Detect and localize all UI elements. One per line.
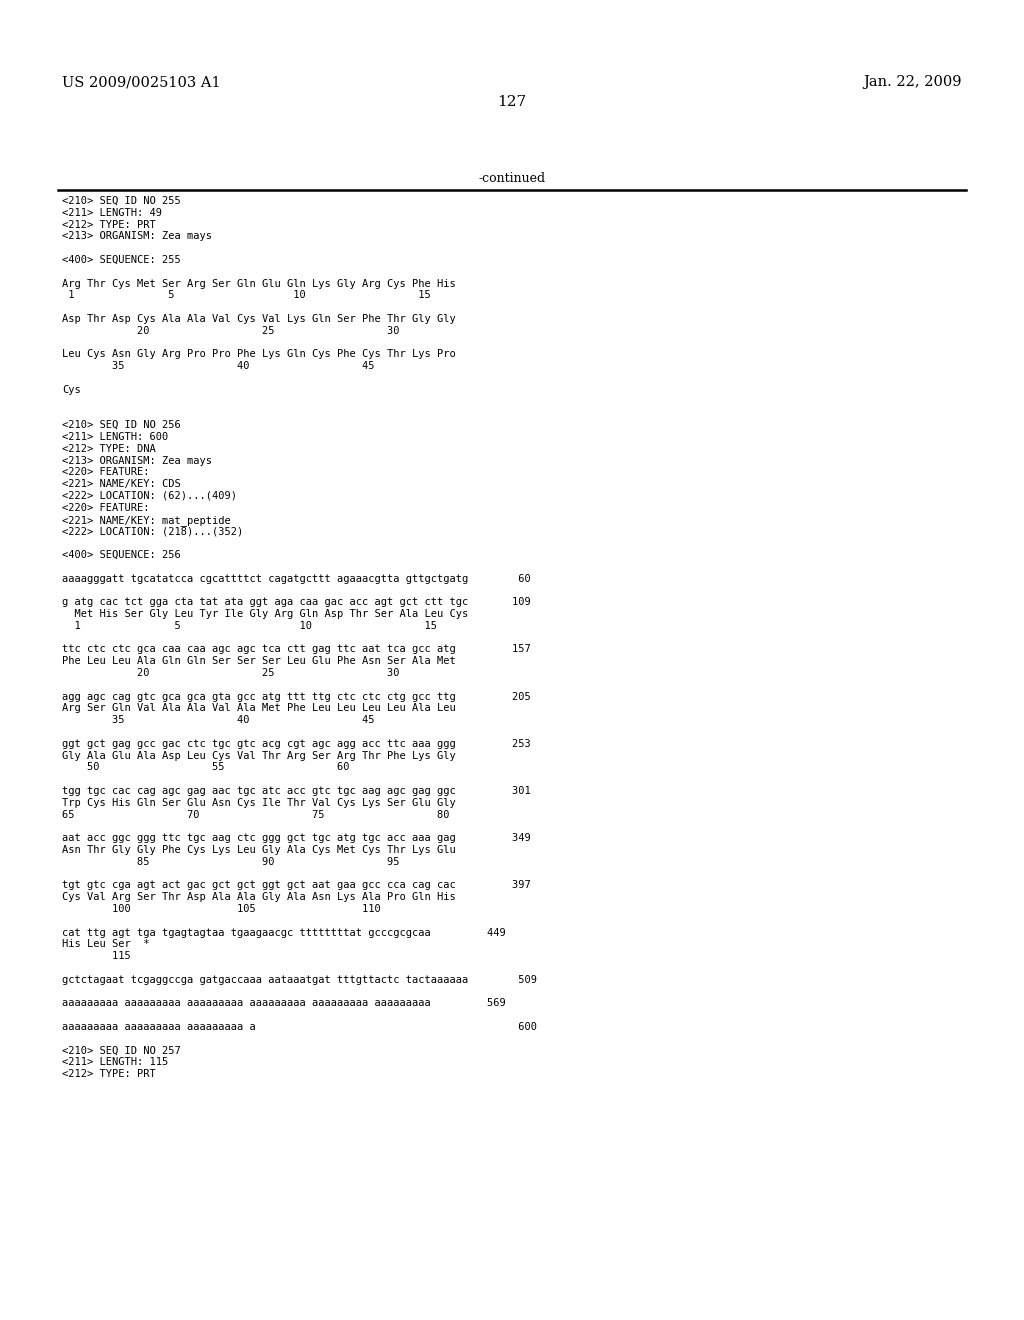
Text: 35                  40                  45: 35 40 45 [62, 715, 375, 725]
Text: 65                  70                  75                  80: 65 70 75 80 [62, 809, 450, 820]
Text: Trp Cys His Gln Ser Glu Asn Cys Ile Thr Val Cys Lys Ser Glu Gly: Trp Cys His Gln Ser Glu Asn Cys Ile Thr … [62, 797, 456, 808]
Text: Met His Ser Gly Leu Tyr Ile Gly Arg Gln Asp Thr Ser Ala Leu Cys: Met His Ser Gly Leu Tyr Ile Gly Arg Gln … [62, 609, 468, 619]
Text: ttc ctc ctc gca caa caa agc agc tca ctt gag ttc aat tca gcc atg         157: ttc ctc ctc gca caa caa agc agc tca ctt … [62, 644, 530, 655]
Text: -continued: -continued [478, 172, 546, 185]
Text: Jan. 22, 2009: Jan. 22, 2009 [863, 75, 962, 88]
Text: Arg Ser Gln Val Ala Ala Val Ala Met Phe Leu Leu Leu Leu Ala Leu: Arg Ser Gln Val Ala Ala Val Ala Met Phe … [62, 704, 456, 713]
Text: Asp Thr Asp Cys Ala Ala Val Cys Val Lys Gln Ser Phe Thr Gly Gly: Asp Thr Asp Cys Ala Ala Val Cys Val Lys … [62, 314, 456, 323]
Text: His Leu Ser  *: His Leu Ser * [62, 940, 150, 949]
Text: gctctagaat tcgaggccga gatgaccaaa aataaatgat tttgttactc tactaaaaaa        509: gctctagaat tcgaggccga gatgaccaaa aataaat… [62, 974, 537, 985]
Text: <212> TYPE: DNA: <212> TYPE: DNA [62, 444, 156, 454]
Text: <222> LOCATION: (62)...(409): <222> LOCATION: (62)...(409) [62, 491, 237, 502]
Text: 35                  40                  45: 35 40 45 [62, 362, 375, 371]
Text: agg agc cag gtc gca gca gta gcc atg ttt ttg ctc ctc ctg gcc ttg         205: agg agc cag gtc gca gca gta gcc atg ttt … [62, 692, 530, 702]
Text: aaaagggatt tgcatatcca cgcattttct cagatgcttt agaaacgtta gttgctgatg        60: aaaagggatt tgcatatcca cgcattttct cagatgc… [62, 574, 530, 583]
Text: Arg Thr Cys Met Ser Arg Ser Gln Glu Gln Lys Gly Arg Cys Phe His: Arg Thr Cys Met Ser Arg Ser Gln Glu Gln … [62, 279, 456, 289]
Text: ggt gct gag gcc gac ctc tgc gtc acg cgt agc agg acc ttc aaa ggg         253: ggt gct gag gcc gac ctc tgc gtc acg cgt … [62, 739, 530, 748]
Text: <220> FEATURE:: <220> FEATURE: [62, 467, 150, 478]
Text: <213> ORGANISM: Zea mays: <213> ORGANISM: Zea mays [62, 231, 212, 242]
Text: <210> SEQ ID NO 256: <210> SEQ ID NO 256 [62, 420, 181, 430]
Text: Cys: Cys [62, 385, 81, 395]
Text: <221> NAME/KEY: CDS: <221> NAME/KEY: CDS [62, 479, 181, 490]
Text: <400> SEQUENCE: 255: <400> SEQUENCE: 255 [62, 255, 181, 265]
Text: <220> FEATURE:: <220> FEATURE: [62, 503, 150, 512]
Text: aaaaaaaaa aaaaaaaaa aaaaaaaaa aaaaaaaaa aaaaaaaaa aaaaaaaaa         569: aaaaaaaaa aaaaaaaaa aaaaaaaaa aaaaaaaaa … [62, 998, 506, 1008]
Text: tgg tgc cac cag agc gag aac tgc atc acc gtc tgc aag agc gag ggc         301: tgg tgc cac cag agc gag aac tgc atc acc … [62, 785, 530, 796]
Text: Phe Leu Leu Ala Gln Gln Ser Ser Ser Leu Glu Phe Asn Ser Ala Met: Phe Leu Leu Ala Gln Gln Ser Ser Ser Leu … [62, 656, 456, 667]
Text: Leu Cys Asn Gly Arg Pro Pro Phe Lys Gln Cys Phe Cys Thr Lys Pro: Leu Cys Asn Gly Arg Pro Pro Phe Lys Gln … [62, 350, 456, 359]
Text: 20                  25                  30: 20 25 30 [62, 326, 399, 335]
Text: <221> NAME/KEY: mat_peptide: <221> NAME/KEY: mat_peptide [62, 515, 230, 525]
Text: <212> TYPE: PRT: <212> TYPE: PRT [62, 219, 156, 230]
Text: <210> SEQ ID NO 255: <210> SEQ ID NO 255 [62, 195, 181, 206]
Text: US 2009/0025103 A1: US 2009/0025103 A1 [62, 75, 220, 88]
Text: <213> ORGANISM: Zea mays: <213> ORGANISM: Zea mays [62, 455, 212, 466]
Text: 127: 127 [498, 95, 526, 110]
Text: <222> LOCATION: (218)...(352): <222> LOCATION: (218)...(352) [62, 527, 244, 536]
Text: <211> LENGTH: 49: <211> LENGTH: 49 [62, 207, 162, 218]
Text: g atg cac tct gga cta tat ata ggt aga caa gac acc agt gct ctt tgc       109: g atg cac tct gga cta tat ata ggt aga ca… [62, 597, 530, 607]
Text: 20                  25                  30: 20 25 30 [62, 668, 399, 678]
Text: 100                 105                 110: 100 105 110 [62, 904, 381, 913]
Text: Asn Thr Gly Gly Phe Cys Lys Leu Gly Ala Cys Met Cys Thr Lys Glu: Asn Thr Gly Gly Phe Cys Lys Leu Gly Ala … [62, 845, 456, 855]
Text: Cys Val Arg Ser Thr Asp Ala Ala Gly Ala Asn Lys Ala Pro Gln His: Cys Val Arg Ser Thr Asp Ala Ala Gly Ala … [62, 892, 456, 902]
Text: 1               5                   10                  15: 1 5 10 15 [62, 620, 437, 631]
Text: <400> SEQUENCE: 256: <400> SEQUENCE: 256 [62, 550, 181, 560]
Text: cat ttg agt tga tgagtagtaa tgaagaacgc ttttttttat gcccgcgcaa         449: cat ttg agt tga tgagtagtaa tgaagaacgc tt… [62, 928, 506, 937]
Text: <212> TYPE: PRT: <212> TYPE: PRT [62, 1069, 156, 1080]
Text: 85                  90                  95: 85 90 95 [62, 857, 399, 867]
Text: tgt gtc cga agt act gac gct gct ggt gct aat gaa gcc cca cag cac         397: tgt gtc cga agt act gac gct gct ggt gct … [62, 880, 530, 891]
Text: <211> LENGTH: 115: <211> LENGTH: 115 [62, 1057, 168, 1068]
Text: <210> SEQ ID NO 257: <210> SEQ ID NO 257 [62, 1045, 181, 1056]
Text: <211> LENGTH: 600: <211> LENGTH: 600 [62, 432, 168, 442]
Text: 115: 115 [62, 952, 131, 961]
Text: Gly Ala Glu Ala Asp Leu Cys Val Thr Arg Ser Arg Thr Phe Lys Gly: Gly Ala Glu Ala Asp Leu Cys Val Thr Arg … [62, 751, 456, 760]
Text: 1               5                   10                  15: 1 5 10 15 [62, 290, 431, 301]
Text: aaaaaaaaa aaaaaaaaa aaaaaaaaa a                                          600: aaaaaaaaa aaaaaaaaa aaaaaaaaa a 600 [62, 1022, 537, 1032]
Text: aat acc ggc ggg ttc tgc aag ctc ggg gct tgc atg tgc acc aaa gag         349: aat acc ggc ggg ttc tgc aag ctc ggg gct … [62, 833, 530, 843]
Text: 50                  55                  60: 50 55 60 [62, 763, 349, 772]
